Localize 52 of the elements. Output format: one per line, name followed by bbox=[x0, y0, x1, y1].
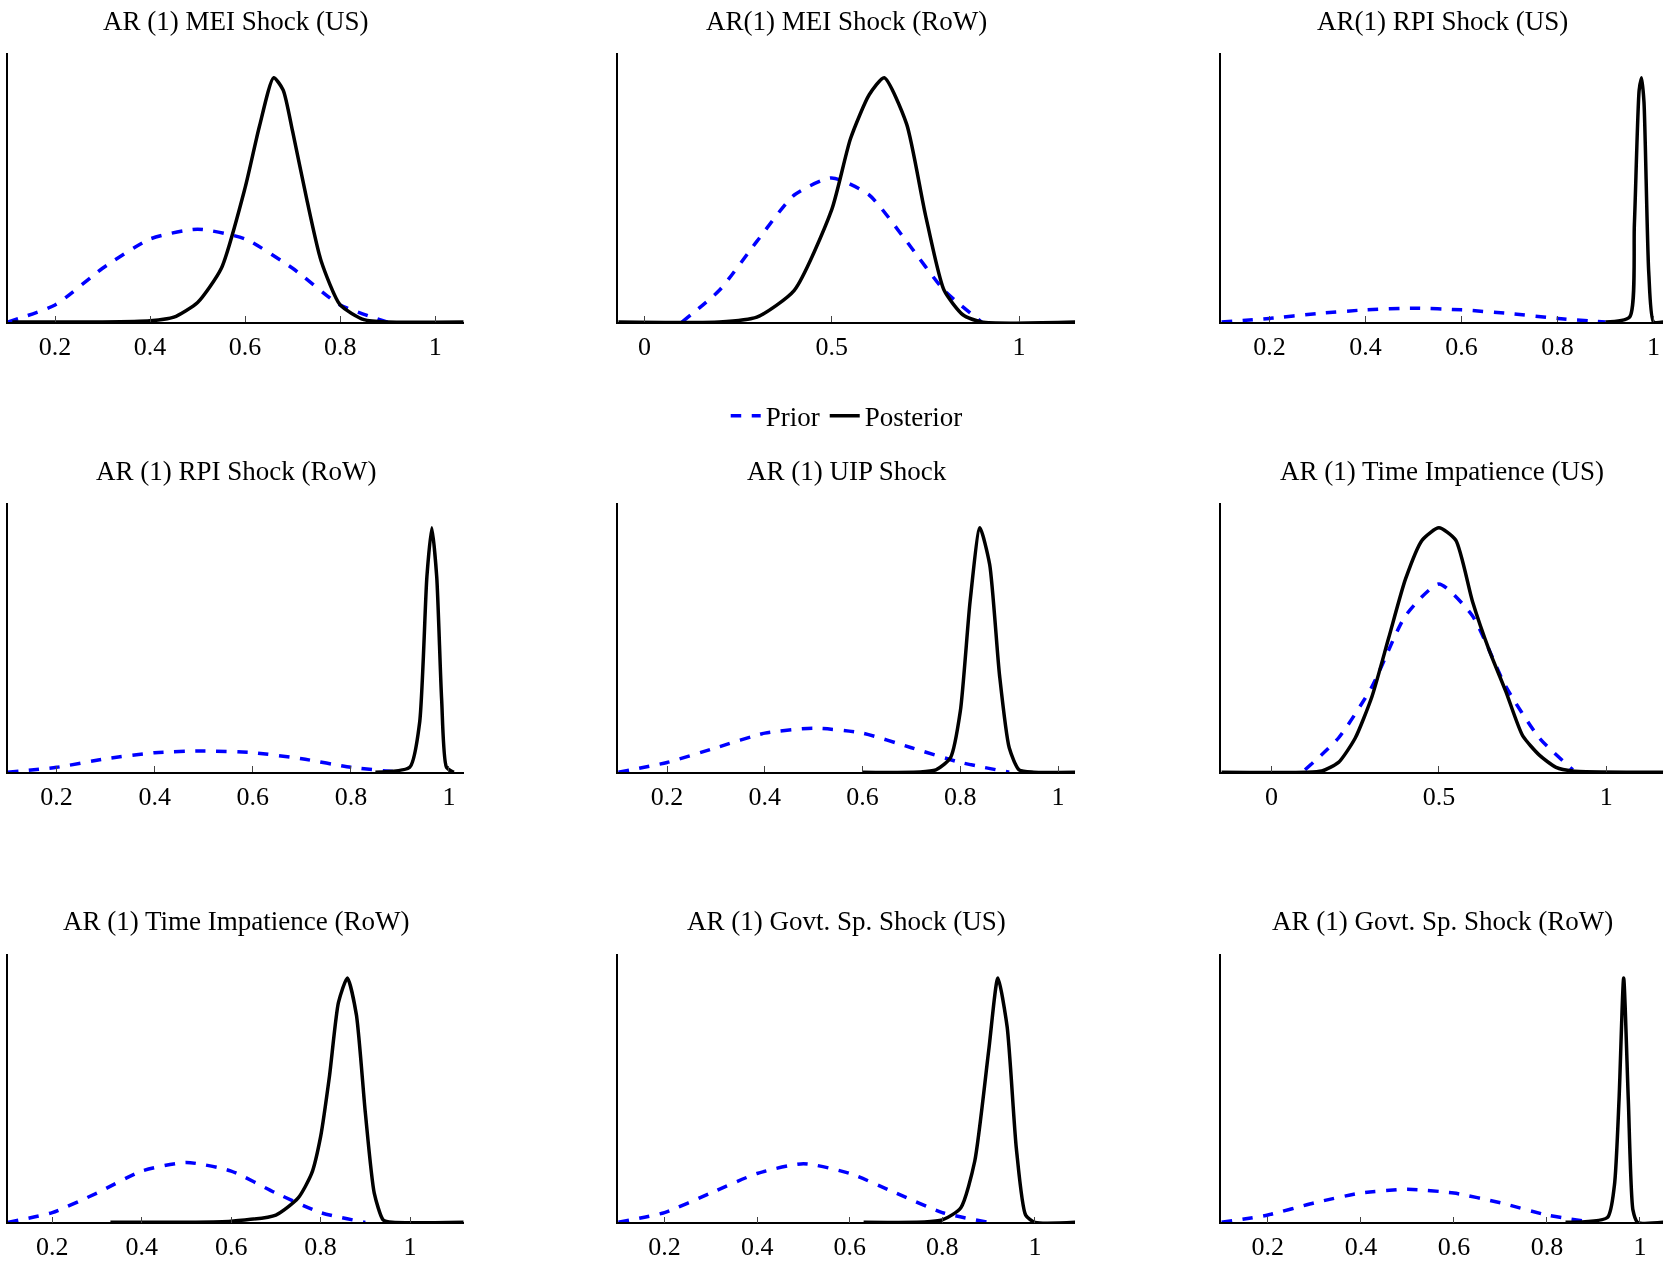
x-tick-label: 0.8 bbox=[926, 1232, 959, 1262]
legend-label: Posterior bbox=[864, 402, 963, 433]
x-tick-label: 0.6 bbox=[846, 782, 879, 812]
x-tick-label: 0.2 bbox=[648, 1232, 681, 1262]
x-tick-label: 1 bbox=[1051, 782, 1065, 812]
chart-title: AR (1) UIP Shock bbox=[747, 456, 947, 486]
x-tick-label: 0.4 bbox=[138, 782, 171, 812]
x-tick-label: 0.6 bbox=[1437, 1232, 1471, 1262]
legend-label: Prior bbox=[765, 402, 820, 433]
x-tick-label: 1 bbox=[403, 1232, 417, 1262]
x-tick-label: 0.6 bbox=[214, 1232, 248, 1262]
x-tick-label: 0.4 bbox=[125, 1232, 158, 1262]
x-tick-label: 0.8 bbox=[323, 332, 357, 362]
chart-title: AR (1) Govt. Sp. Shock (RoW) bbox=[1272, 906, 1614, 936]
chart-title: AR (1) Govt. Sp. Shock (US) bbox=[687, 906, 1006, 936]
x-tick-label: 0.6 bbox=[1445, 332, 1478, 362]
chart-title: AR (1) MEI Shock (US) bbox=[103, 6, 369, 36]
x-tick-label: 1 bbox=[1012, 332, 1026, 362]
x-tick-label: 1 bbox=[1633, 1232, 1647, 1262]
x-tick-label: 0.2 bbox=[40, 782, 73, 812]
x-tick-label: 0.8 bbox=[1530, 1232, 1564, 1262]
x-tick-label: 0.2 bbox=[1253, 332, 1286, 362]
x-tick-label: 1 bbox=[1028, 1232, 1042, 1262]
x-tick-label: 0.4 bbox=[133, 332, 167, 362]
x-tick-label: 0.6 bbox=[228, 332, 262, 362]
chart-title: AR(1) RPI Shock (US) bbox=[1317, 6, 1569, 36]
x-tick-label: 0.4 bbox=[748, 782, 782, 812]
x-tick-label: 1 bbox=[1647, 332, 1661, 362]
x-tick-label: 1 bbox=[1599, 782, 1613, 812]
x-tick-label: 0.5 bbox=[815, 332, 848, 362]
x-tick-label: 0.5 bbox=[1422, 782, 1456, 812]
chart-title: AR (1) Time Impatience (US) bbox=[1280, 456, 1604, 486]
x-tick-label: 0.2 bbox=[1251, 1232, 1285, 1262]
x-tick-label: 0.4 bbox=[1349, 332, 1382, 362]
x-tick-label: 0.6 bbox=[236, 782, 270, 812]
x-tick-label: 0.6 bbox=[833, 1232, 866, 1262]
x-tick-label: 0.8 bbox=[304, 1232, 337, 1262]
x-tick-label: 0.2 bbox=[36, 1232, 69, 1262]
x-tick-label: 1 bbox=[428, 332, 442, 362]
chart-title: AR (1) Time Impatience (RoW) bbox=[63, 906, 410, 936]
x-tick-label: 0 bbox=[1265, 782, 1279, 812]
x-tick-label: 0.8 bbox=[944, 782, 977, 812]
x-tick-label: 0 bbox=[637, 332, 651, 362]
chart-title: AR(1) MEI Shock (RoW) bbox=[706, 6, 988, 36]
x-tick-label: 0.4 bbox=[1344, 1232, 1378, 1262]
x-tick-label: 0.4 bbox=[740, 1232, 774, 1262]
x-tick-label: 0.8 bbox=[1541, 332, 1574, 362]
x-tick-label: 0.2 bbox=[650, 782, 684, 812]
x-tick-label: 0.2 bbox=[38, 332, 72, 362]
chart-title: AR (1) RPI Shock (RoW) bbox=[96, 456, 377, 486]
x-tick-label: 1 bbox=[442, 782, 456, 812]
x-tick-label: 0.8 bbox=[334, 782, 368, 812]
